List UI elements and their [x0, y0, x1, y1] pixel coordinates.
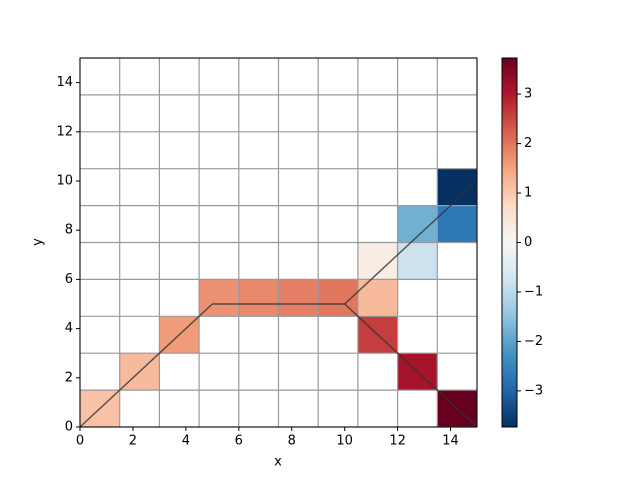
colorbar	[501, 57, 518, 428]
x-tick-label: 10	[336, 434, 353, 449]
plot-frame	[79, 57, 478, 428]
colorbar-tick-label: 3	[524, 87, 532, 102]
colorbar-tick-label: −3	[524, 383, 543, 398]
heatmap-cell	[397, 242, 438, 280]
x-tick-label: 8	[288, 434, 296, 449]
y-tick-label: 2	[65, 370, 73, 385]
path-line	[79, 303, 478, 428]
y-tick-label: 4	[65, 321, 73, 336]
y-tick-label: 8	[65, 223, 73, 238]
colorbar-tick-label: 2	[524, 136, 532, 151]
heatmap-cell	[357, 279, 398, 317]
x-tick-label: 4	[182, 434, 190, 449]
x-tick-label: 0	[76, 434, 84, 449]
path-line	[344, 180, 478, 305]
colorbar-tick-label: 1	[524, 186, 532, 201]
colorbar-tick-label: 0	[524, 235, 532, 250]
y-tick-label: 14	[56, 75, 73, 90]
colorbar-tick-label: −2	[524, 334, 543, 349]
y-tick-label: 12	[56, 124, 73, 139]
x-tick-label: 12	[389, 434, 406, 449]
x-tick-label: 14	[442, 434, 459, 449]
x-axis-label: x	[274, 455, 282, 470]
y-tick-label: 0	[65, 420, 73, 435]
y-axis-label: y	[31, 238, 46, 246]
y-tick-label: 10	[56, 174, 73, 189]
x-tick-label: 6	[235, 434, 243, 449]
heatmap-cell	[238, 279, 279, 317]
heatmap-cell	[278, 279, 319, 317]
x-tick-label: 2	[129, 434, 137, 449]
colorbar-tick-label: −1	[524, 284, 543, 299]
heatmap-cell	[437, 205, 477, 243]
y-tick-label: 6	[65, 272, 73, 287]
